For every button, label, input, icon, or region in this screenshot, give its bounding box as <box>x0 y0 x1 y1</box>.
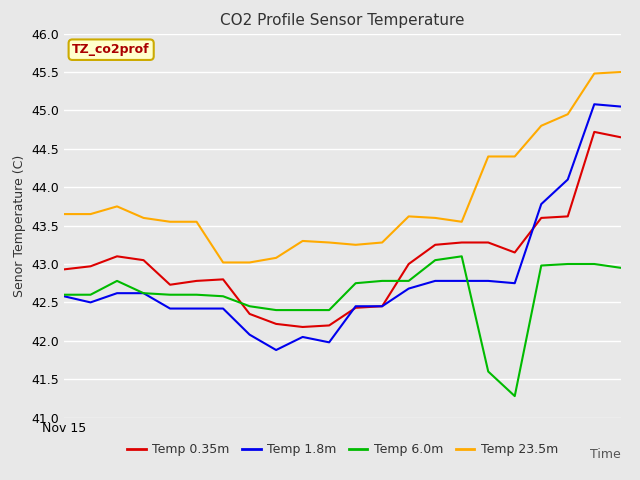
Y-axis label: Senor Temperature (C): Senor Temperature (C) <box>13 155 26 297</box>
Title: CO2 Profile Sensor Temperature: CO2 Profile Sensor Temperature <box>220 13 465 28</box>
Text: TZ_co2prof: TZ_co2prof <box>72 43 150 56</box>
Text: Time: Time <box>590 448 621 461</box>
Legend: Temp 0.35m, Temp 1.8m, Temp 6.0m, Temp 23.5m: Temp 0.35m, Temp 1.8m, Temp 6.0m, Temp 2… <box>122 438 563 461</box>
